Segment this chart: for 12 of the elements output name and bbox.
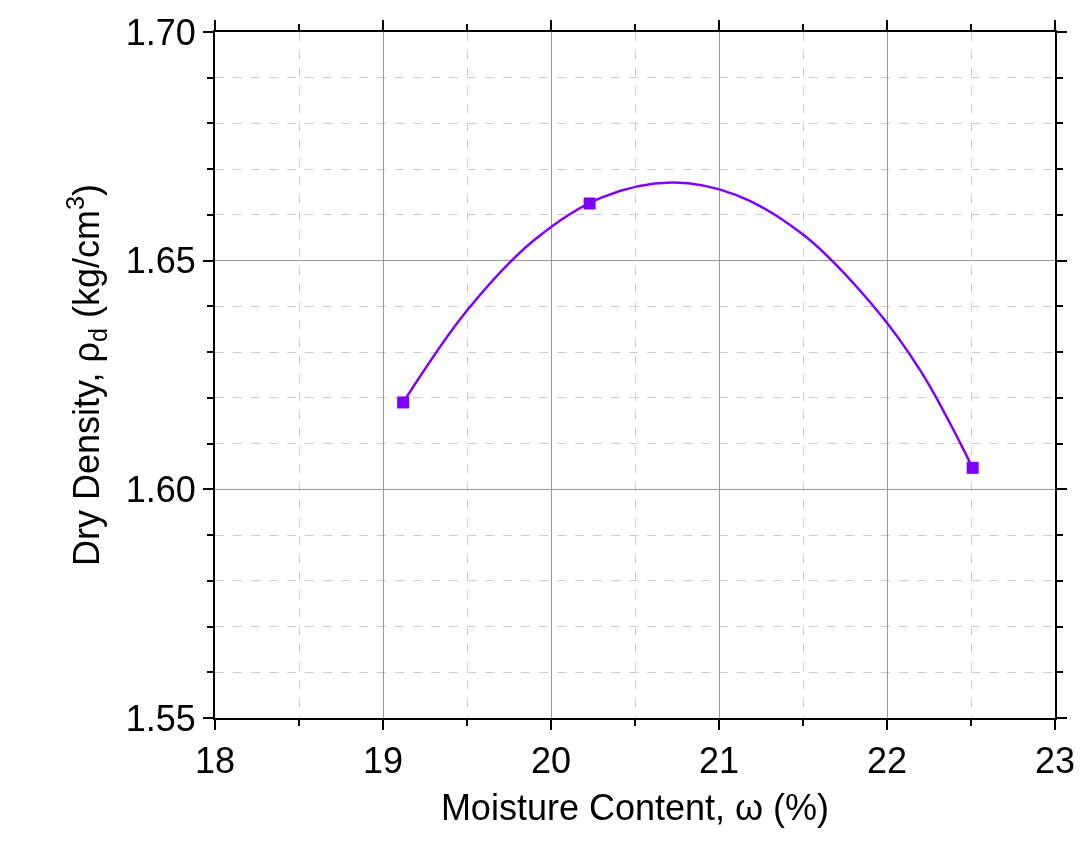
x-axis-title: Moisture Content, ω (%) <box>440 787 830 829</box>
x-tick-label: 20 <box>530 740 572 782</box>
x-tick-label: 18 <box>194 740 236 782</box>
y-tick-label: 1.55 <box>125 697 196 739</box>
y-tick-label: 1.70 <box>125 11 196 53</box>
y-tick-label: 1.65 <box>125 240 196 282</box>
x-tick-label: 23 <box>1034 740 1076 782</box>
x-tick-label: 19 <box>362 740 404 782</box>
x-tick-label: 21 <box>698 740 740 782</box>
point <box>966 461 979 474</box>
y-tick-label: 1.60 <box>125 468 196 510</box>
x-tick-label: 22 <box>866 740 908 782</box>
